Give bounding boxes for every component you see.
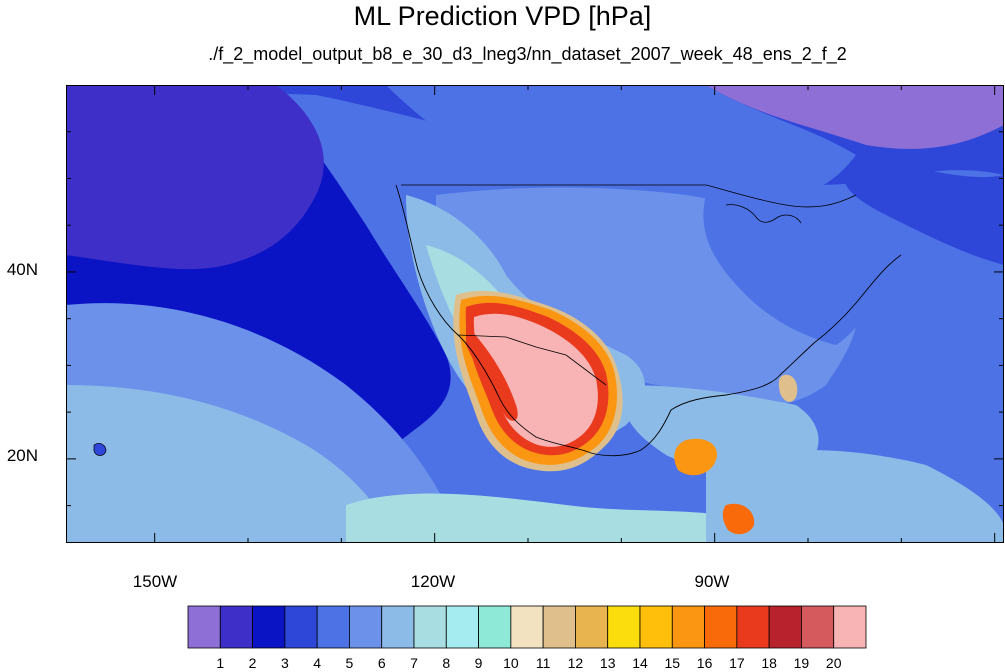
colorbar-box [801, 605, 835, 649]
colorbar-label: 18 [761, 655, 777, 671]
yucatan-hot-region [674, 438, 717, 476]
colorbar-box [381, 605, 415, 649]
colorbar-label: 2 [249, 655, 257, 671]
east-canada-region [843, 162, 1004, 265]
colorbar-box [284, 605, 318, 649]
us-border [401, 184, 857, 208]
colorbar-box [219, 605, 253, 649]
usa-east-region [703, 195, 875, 345]
colorbar-label: 12 [568, 655, 584, 671]
colorbar-label: 15 [664, 655, 680, 671]
colorbar-box [252, 605, 286, 649]
colorbar-label: 10 [503, 655, 519, 671]
colorbar-box [671, 605, 705, 649]
colorbar-label: 9 [475, 655, 483, 671]
colorbar-box [316, 605, 350, 649]
map-border [66, 85, 1004, 543]
colorbar-box [445, 605, 479, 649]
colorbar-box [768, 605, 802, 649]
colorbar-labels: 1 2 3 4 5 6 7 8 9 10 11 12 13 14 15 16 17 18 19 20 [216, 655, 841, 671]
chart-subtitle: ./f_2_model_output_b8_e_30_d3_lneg3/nn_d… [208, 44, 847, 64]
colorbar-label: 5 [346, 655, 354, 671]
colorbar-box [187, 605, 221, 649]
colorbar-box [575, 605, 609, 649]
canada-interior-region [386, 85, 856, 199]
mexico-border [457, 334, 607, 386]
colorbar-label: 17 [729, 655, 745, 671]
colorbar-box [510, 605, 544, 649]
baja-hot-region [466, 325, 518, 421]
colorbar-boxes [187, 605, 867, 649]
hawaii-island [93, 443, 107, 456]
central-america-hot-region [722, 503, 755, 535]
chart-title: ML Prediction VPD [hPa] [353, 1, 652, 31]
colorbar-box [639, 605, 673, 649]
tropical-pacific-band [66, 385, 396, 543]
great-lakes-outline [725, 204, 802, 224]
colorbar-box [542, 605, 576, 649]
colorbar-label: 4 [313, 655, 321, 671]
colorbar-box [704, 605, 738, 649]
equatorial-aqua-band [346, 493, 766, 543]
colorbar-box [413, 605, 447, 649]
colorbar-label: 6 [378, 655, 386, 671]
colorbar-label: 16 [697, 655, 713, 671]
colorbar-box [607, 605, 641, 649]
colorbar-label: 11 [536, 655, 551, 671]
colorbar-label: 1 [216, 655, 224, 671]
colorbar-label: 13 [600, 655, 616, 671]
colorbar-label: 7 [410, 655, 418, 671]
hudson-region [706, 85, 1004, 149]
colorbar-label: 8 [442, 655, 450, 671]
colorbar-label: 19 [794, 655, 810, 671]
colorbar-box [349, 605, 383, 649]
florida-region [778, 374, 798, 402]
axis-ticks [66, 85, 1004, 543]
colorbar-box [833, 605, 867, 649]
caribbean-region [706, 450, 1004, 543]
map-frame [66, 85, 1004, 543]
gulf-of-alaska-region [66, 85, 324, 270]
vpd-map [66, 85, 1004, 543]
colorbar-label: 14 [632, 655, 648, 671]
colorbar-label: 3 [281, 655, 289, 671]
north-america-coastline [395, 184, 902, 457]
colorbar-box [478, 605, 512, 649]
colorbar-label: 20 [826, 655, 842, 671]
colorbar-box [736, 605, 770, 649]
